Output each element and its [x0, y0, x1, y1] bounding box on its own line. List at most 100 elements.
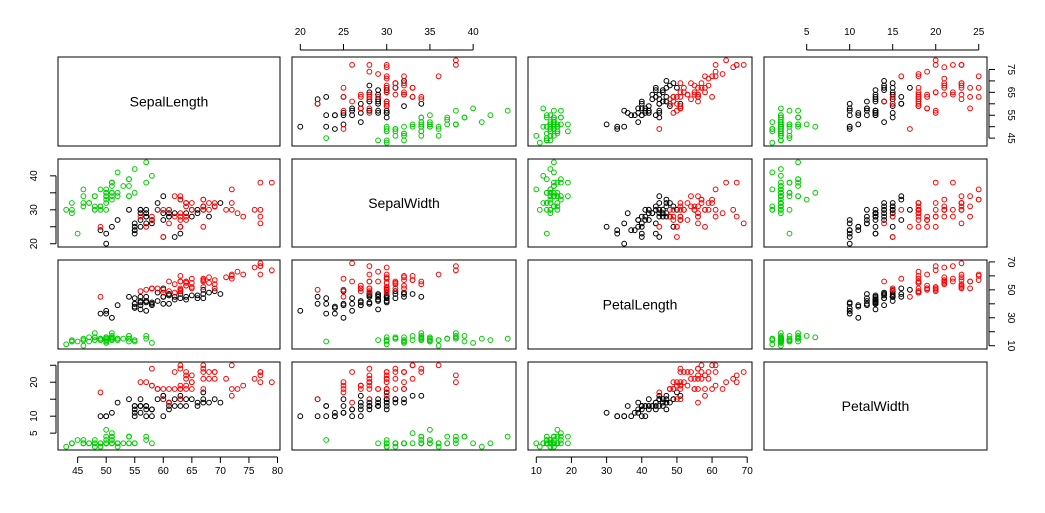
data-point: [652, 406, 659, 413]
data-point: [635, 409, 642, 416]
data-point: [941, 274, 948, 281]
data-point: [778, 330, 784, 337]
data-point: [177, 210, 184, 217]
data-point: [786, 135, 793, 142]
data-point: [898, 94, 905, 100]
data-point: [652, 230, 659, 237]
data-point: [171, 289, 178, 296]
data-point: [547, 196, 554, 203]
data-point: [200, 223, 207, 230]
data-point: [621, 240, 628, 247]
data-point: [444, 114, 451, 121]
data-point: [323, 112, 330, 119]
data-point: [898, 217, 905, 223]
data-point: [733, 372, 740, 379]
data-point: [656, 126, 663, 132]
panel-SepalWidth-vs-SepalWidth: SepalWidth: [291, 158, 517, 248]
data-point: [723, 57, 729, 64]
data-point: [200, 203, 207, 210]
data-point: [478, 335, 485, 342]
data-point: [565, 440, 571, 447]
data-point: [401, 396, 407, 403]
data-point: [366, 82, 373, 89]
data-point: [881, 217, 887, 223]
data-point: [558, 196, 564, 203]
data-point: [200, 286, 207, 293]
data-point: [103, 337, 110, 344]
data-point: [392, 386, 399, 392]
data-point: [677, 200, 684, 206]
data-point: [177, 365, 184, 372]
data-point: [932, 213, 939, 220]
data-point: [206, 369, 212, 375]
data-point: [558, 430, 564, 437]
data-point: [228, 186, 235, 193]
data-point: [547, 123, 554, 130]
data-point: [418, 433, 425, 440]
data-point: [401, 386, 407, 392]
data-point: [702, 223, 708, 230]
data-point: [109, 179, 115, 186]
data-point: [69, 338, 75, 345]
data-point: [881, 98, 887, 105]
data-point: [383, 264, 390, 271]
tick-label: 60: [707, 466, 719, 477]
data-point: [418, 440, 425, 447]
data-point: [383, 82, 390, 89]
data-point: [872, 292, 879, 299]
data-point: [171, 293, 178, 300]
data-point: [677, 105, 684, 112]
data-point: [401, 289, 407, 296]
data-point: [932, 263, 939, 270]
data-point: [915, 200, 922, 206]
data-point: [663, 213, 670, 220]
data-point: [795, 338, 801, 345]
data-point: [143, 206, 150, 213]
data-point: [656, 403, 663, 409]
data-point: [375, 403, 382, 409]
data-point: [314, 293, 321, 300]
data-point: [340, 389, 347, 396]
data-point: [366, 285, 373, 292]
data-point: [143, 293, 150, 300]
data-point: [846, 126, 853, 132]
data-point: [547, 112, 554, 119]
data-point: [383, 437, 390, 443]
data-point: [795, 183, 801, 189]
data-point: [375, 399, 382, 406]
data-point: [323, 403, 330, 409]
data-point: [663, 392, 670, 399]
data-point: [103, 426, 110, 433]
data-point: [217, 399, 224, 406]
data-point: [769, 126, 776, 132]
data-point: [349, 112, 356, 119]
data-point: [663, 406, 670, 413]
data-point: [137, 210, 144, 217]
panel-box: [763, 158, 988, 248]
data-point: [846, 112, 853, 119]
data-point: [228, 200, 235, 206]
data-point: [677, 80, 684, 87]
data-point: [183, 296, 190, 303]
data-point: [967, 193, 973, 200]
data-point: [177, 291, 184, 297]
data-point: [941, 281, 948, 288]
data-point: [366, 372, 373, 379]
data-point: [160, 293, 167, 300]
data-point: [149, 365, 155, 372]
data-point: [401, 285, 407, 292]
data-point: [487, 112, 494, 119]
data-point: [950, 213, 956, 220]
data-point: [366, 399, 373, 406]
data-point: [649, 96, 656, 103]
tick-label: 40: [29, 170, 40, 182]
data-point: [932, 107, 939, 114]
data-point: [188, 213, 195, 220]
data-point: [160, 396, 167, 403]
data-point: [846, 307, 853, 314]
data-point: [323, 338, 330, 345]
data-point: [688, 369, 694, 375]
data-point: [109, 189, 115, 196]
data-point: [340, 126, 347, 132]
data-point: [392, 365, 399, 372]
